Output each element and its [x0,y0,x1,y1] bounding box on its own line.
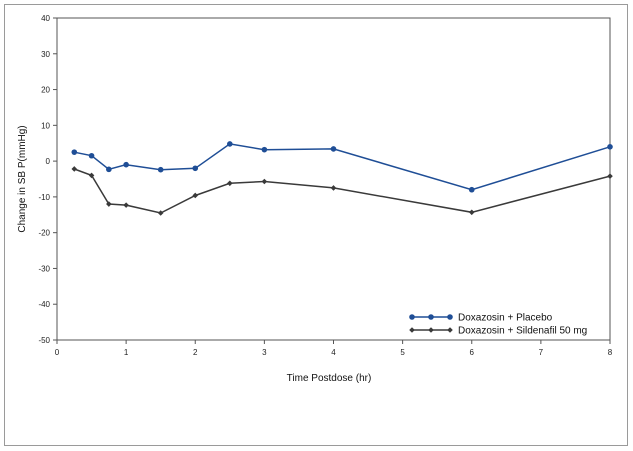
data-point [607,144,613,150]
y-tick-label: 30 [41,50,50,59]
data-point [227,180,233,187]
plot-area [56,17,611,341]
x-tick-label: 0 [55,348,60,357]
legend-item: Doxazosin + Placebo [409,313,553,324]
y-tick-label: 40 [41,14,50,23]
x-tick-label: 8 [608,348,613,357]
series-layer [71,141,613,216]
data-point [468,209,475,216]
y-tick-label: -20 [38,229,50,238]
y-tick-label: 20 [41,86,50,95]
x-axis: 0 1 2 3 4 5 6 7 8 [55,340,613,357]
y-tick-label: -50 [38,336,50,345]
data-point [123,161,129,168]
series-1 [71,141,613,193]
x-axis-title: Time Postdose (hr) [287,373,372,384]
legend: Doxazosin + Placebo Doxazosin + Sildenafi… [409,313,587,337]
y-tick-label: -40 [38,300,50,309]
legend-label: Doxazosin + Placebo [458,313,553,324]
y-axis-title: Change in SB P(mmHg) [17,125,28,232]
y-tick-label: -30 [38,264,50,273]
data-point [123,202,129,208]
x-tick-label: 3 [262,348,267,357]
legend-label: Doxazosin + Sildenafil 50 mg [458,326,587,337]
data-point [157,210,164,216]
legend-swatch-marker [447,327,453,333]
y-tick-label: -10 [38,193,50,202]
x-tick-label: 6 [470,348,475,357]
data-point [106,201,112,207]
data-point [71,166,78,172]
data-point [71,149,78,155]
y-tick-label: 10 [41,121,50,130]
data-point [192,165,199,172]
data-point [468,186,475,193]
x-tick-label: 1 [124,348,129,357]
data-point [330,185,337,191]
legend-item: Doxazosin + Sildenafil 50 mg [409,326,587,337]
legend-swatch-marker [447,314,453,320]
data-point [227,141,233,147]
data-point [261,178,268,185]
legend-swatch-marker [409,314,415,320]
data-point [607,173,613,179]
data-point [106,166,112,173]
legend-swatch-marker [428,314,434,320]
series-line [74,168,611,214]
data-point [88,172,95,179]
x-tick-label: 2 [193,348,198,357]
series-2 [71,166,613,216]
data-point [330,146,337,152]
data-point [261,146,268,153]
data-point [88,152,95,159]
legend-swatch-marker [409,327,415,333]
y-axis: 40 30 20 10 0 -10 -20 -30 -40 -50 [38,14,57,345]
legend-swatch-marker [428,327,434,333]
data-point [157,166,164,173]
x-tick-label: 4 [331,348,336,357]
x-tick-label: 5 [400,348,405,357]
x-tick-label: 7 [539,348,544,357]
series-line [74,143,611,191]
data-point [192,192,199,199]
chart-frame [4,4,628,446]
y-tick-label: 0 [46,157,51,166]
